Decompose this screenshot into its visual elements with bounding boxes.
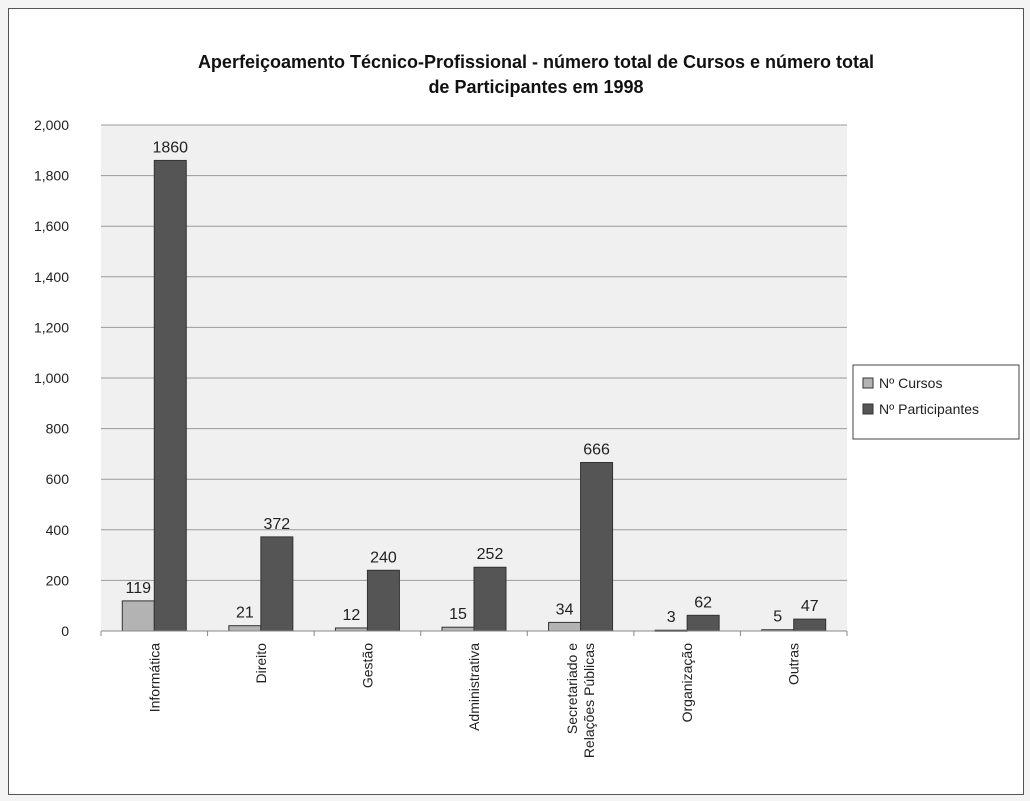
bar-cursos <box>441 626 475 632</box>
y-tick-label: 1,000 <box>34 370 69 386</box>
legend-entry: Nº Participantes <box>879 401 979 417</box>
x-axis <box>100 630 848 636</box>
data-label: 252 <box>477 546 504 563</box>
category-label: Gestão <box>359 643 375 688</box>
data-label: 372 <box>264 516 291 533</box>
chart-frame: Aperfeiçoamento Técnico-Profissional - n… <box>8 8 1024 795</box>
legend-box <box>852 364 1020 440</box>
category-label: Organização <box>679 643 695 723</box>
bar-cursos <box>548 621 582 632</box>
data-label: 21 <box>236 605 254 622</box>
bar-cursos <box>228 625 262 632</box>
chart-title: Aperfeiçoamento Técnico-Profissional - n… <box>198 52 874 97</box>
bar-participantes <box>473 566 507 632</box>
data-label: 34 <box>556 601 574 618</box>
chart-area: Aperfeiçoamento Técnico-Profissional - n… <box>34 52 1020 758</box>
chart-title-line: de Participantes em 1998 <box>428 77 643 97</box>
legend-swatch <box>862 377 874 389</box>
data-label: 15 <box>449 606 467 623</box>
category-label: Secretariado e <box>564 643 580 734</box>
data-labels: 119 21 12 15 34 3 5 1860 372 240 252 666 62 47 <box>126 139 819 626</box>
category-label: Outras <box>786 643 802 685</box>
data-label: 1860 <box>152 139 188 156</box>
category-label: Relações Públicas <box>581 643 597 758</box>
bar-participantes <box>153 159 187 632</box>
y-tick-label: 1,200 <box>34 319 69 335</box>
legend-entry: Nº Cursos <box>879 375 942 391</box>
y-tick-label: 0 <box>61 623 69 639</box>
y-tick-label: 800 <box>46 421 70 437</box>
data-label: 12 <box>343 607 361 624</box>
category-label: Administrativa <box>466 643 482 731</box>
bar-participantes <box>366 569 400 632</box>
y-tick-label: 1,800 <box>34 168 69 184</box>
bar-participantes <box>580 462 614 632</box>
bar-participantes <box>260 536 294 632</box>
legend-swatch <box>862 403 874 415</box>
bars <box>121 159 827 632</box>
legend: Nº Cursos Nº Participantes <box>852 364 1020 440</box>
bar-participantes <box>793 618 827 632</box>
data-label: 47 <box>801 598 819 615</box>
bar-participantes <box>686 614 720 632</box>
y-tick-label: 200 <box>46 572 70 588</box>
grid-lines <box>101 124 847 632</box>
y-tick-label: 2,000 <box>34 117 69 133</box>
y-tick-label: 600 <box>46 471 70 487</box>
category-label: Informática <box>146 643 162 712</box>
y-tick-label: 1,400 <box>34 269 69 285</box>
data-label: 666 <box>583 442 610 459</box>
data-label: 119 <box>126 580 152 597</box>
data-label: 5 <box>773 609 782 626</box>
y-axis-ticks: 0 200 400 600 800 1,000 1,200 1,400 1,600 1,800 2,… <box>34 117 69 639</box>
y-tick-label: 1,600 <box>34 218 69 234</box>
y-tick-label: 400 <box>46 522 70 538</box>
category-labels: Informática Direito Gestão Administrativa Se… <box>146 643 801 758</box>
category-label: Direito <box>253 643 269 684</box>
data-label: 3 <box>667 609 676 626</box>
bar-cursos <box>121 600 155 632</box>
data-label: 62 <box>694 594 712 611</box>
data-label: 240 <box>370 549 397 566</box>
chart-title-line: Aperfeiçoamento Técnico-Profissional - n… <box>198 52 874 72</box>
